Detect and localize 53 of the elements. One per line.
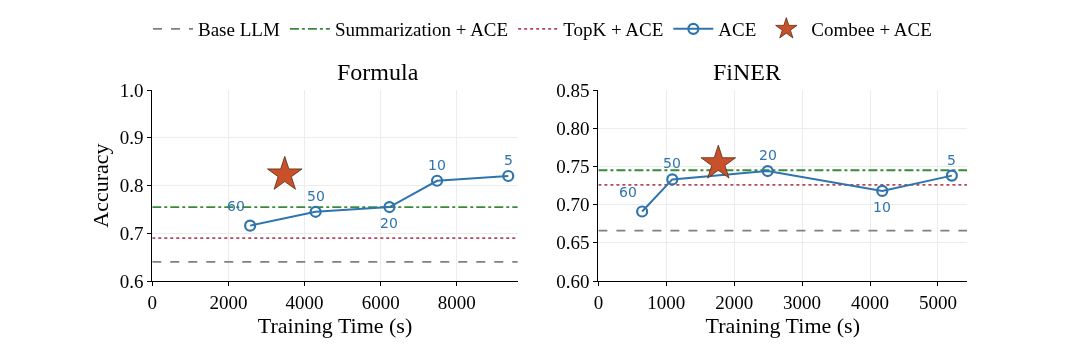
- chart-title: FiNER: [713, 59, 782, 85]
- y-tick-label: 0.65: [556, 232, 590, 254]
- y-tick-label: 0.75: [556, 156, 590, 178]
- legend-label: Combee + ACE: [811, 19, 932, 41]
- y-tick-label: 0.8: [119, 175, 144, 197]
- y-tick-label: 1.0: [119, 79, 144, 101]
- x-axis-title: Training Time (s): [257, 312, 413, 338]
- x-axis-title: Training Time (s): [705, 312, 860, 338]
- point: [700, 144, 737, 179]
- point: [502, 169, 515, 183]
- annotation: 20: [759, 147, 777, 163]
- x-tick-label: 0: [147, 291, 158, 313]
- point: [244, 219, 257, 232]
- y-axis-title: Accuracy: [88, 143, 114, 228]
- point: [761, 164, 774, 178]
- point: [636, 205, 649, 218]
- point: [309, 205, 322, 218]
- x-tick-label: 2000: [209, 291, 248, 313]
- y-tick-label: 0.6: [119, 270, 144, 292]
- legend-label: TopK + ACE: [563, 19, 664, 41]
- annotation: 10: [428, 157, 446, 173]
- y-tick-label: 0.7: [119, 222, 144, 244]
- legend-label: ACE: [718, 19, 757, 41]
- chart-title: Formula: [337, 59, 419, 85]
- x-tick-label: 6000: [361, 291, 400, 313]
- annotation: 10: [873, 199, 891, 215]
- annotation: 20: [380, 215, 398, 231]
- y-tick-label: 0.85: [556, 79, 590, 101]
- x-tick-label: 0: [593, 291, 604, 313]
- x-tick-label: 4000: [851, 291, 890, 313]
- point: [383, 200, 396, 214]
- point: [945, 169, 958, 182]
- legend-label: Base LLM: [198, 19, 280, 41]
- point: [430, 174, 444, 187]
- annotation: 50: [663, 155, 681, 171]
- annotation: 5: [947, 152, 956, 168]
- point: [666, 173, 679, 186]
- x-tick-label: 3000: [783, 291, 822, 313]
- y-tick-label: 0.70: [556, 194, 590, 216]
- x-tick-label: 1000: [647, 291, 686, 313]
- annotation: 50: [307, 188, 325, 204]
- x-tick-label: 8000: [437, 291, 476, 313]
- y-tick-label: 0.80: [556, 117, 590, 139]
- y-tick-label: 0.9: [119, 127, 144, 149]
- point: [267, 155, 303, 190]
- x-tick-label: 2000: [715, 291, 754, 313]
- legend-label: Summarization + ACE: [334, 19, 509, 41]
- annotation: 60: [619, 184, 637, 200]
- x-tick-label: 4000: [285, 291, 324, 313]
- y-tick-label: 0.60: [556, 270, 590, 292]
- annotation: 5: [504, 152, 513, 168]
- x-tick-label: 5000: [918, 291, 957, 313]
- point: [876, 184, 889, 197]
